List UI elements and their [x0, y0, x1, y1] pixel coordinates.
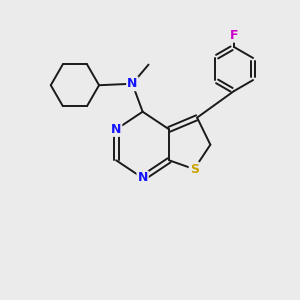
- Text: N: N: [127, 77, 137, 90]
- Text: F: F: [230, 29, 238, 42]
- Text: N: N: [137, 172, 148, 184]
- Text: S: S: [190, 163, 199, 176]
- Text: N: N: [111, 123, 121, 136]
